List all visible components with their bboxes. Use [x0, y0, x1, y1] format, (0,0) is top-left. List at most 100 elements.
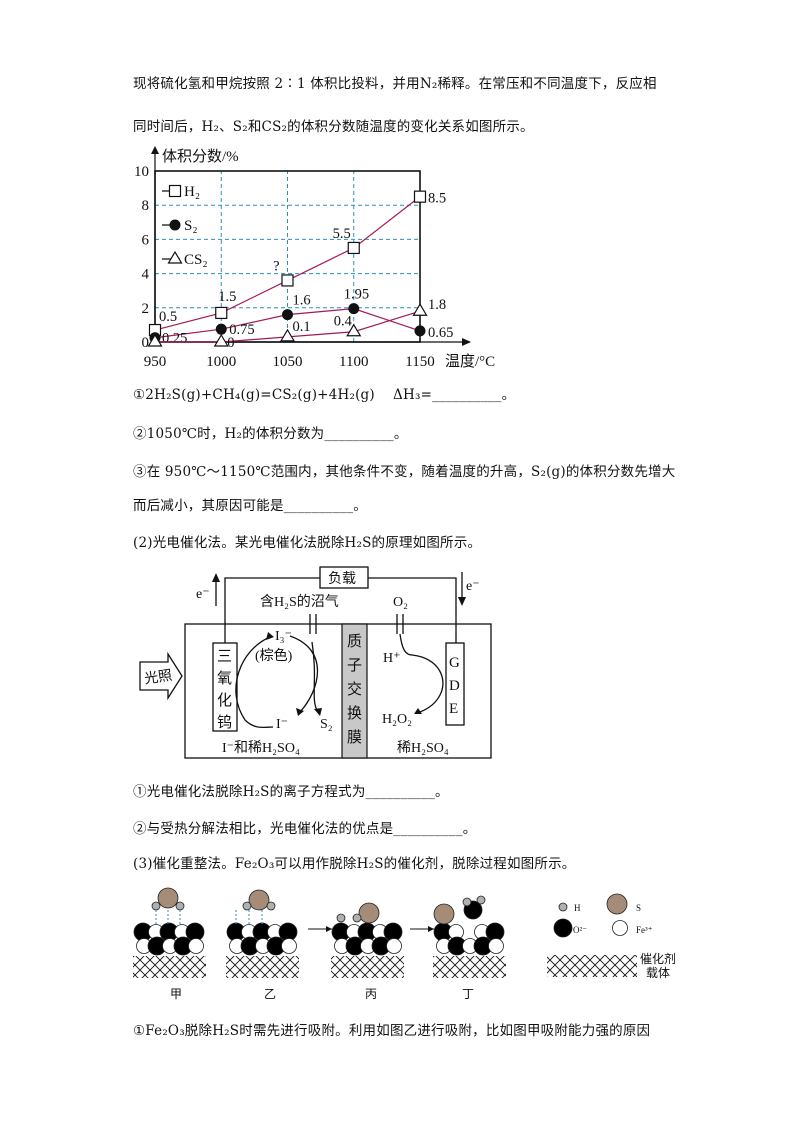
hydrogen-atom — [558, 902, 568, 912]
proton-exchange-membrane — [341, 623, 368, 759]
data-label: 0.1 — [293, 319, 311, 335]
arrow-head — [314, 708, 322, 716]
hydrogen-atom — [352, 913, 362, 923]
arrow-head — [212, 573, 220, 582]
y-axis-label: 体积分数/% — [162, 148, 239, 165]
hydrogen-atom — [151, 901, 161, 911]
legend-support-label-1: 催化剂 — [640, 951, 676, 966]
iron-ion-atom — [386, 938, 402, 954]
h2-marker — [215, 306, 228, 320]
cycle-arrow-down — [289, 635, 318, 713]
stage-label-ding: 丁 — [462, 987, 474, 1001]
x-tick-label: 1000 — [206, 354, 236, 370]
catalyst-support — [133, 956, 206, 978]
h2o2-label: H₂O₂ — [382, 712, 412, 727]
data-label: 1.8 — [428, 297, 446, 313]
legend-label: S₂ — [184, 218, 198, 234]
cs2-marker — [346, 323, 362, 337]
q1-c-line1: ③在 950℃～1150℃范围内，其他条件不变，随着温度的升高，S₂(g)的体积… — [133, 464, 676, 480]
legend-s-label: S — [636, 903, 641, 913]
electrode-char: 三 — [217, 649, 232, 665]
legend-h-label: H — [574, 903, 581, 913]
legend-label: H₂ — [184, 184, 200, 200]
h-plus-label: H⁺ — [383, 651, 401, 666]
data-label: 0.65 — [428, 325, 453, 341]
membrane-char: 子 — [347, 657, 362, 674]
s2-label: S₂ — [320, 717, 333, 732]
h2-marker — [168, 184, 182, 198]
y-tick-label: 10 — [134, 164, 149, 180]
legend-o-label: O²⁻ — [573, 925, 587, 935]
x-tick-label: 1150 — [405, 354, 434, 370]
h2-marker — [347, 241, 360, 255]
load-box — [319, 566, 369, 589]
s2-marker — [414, 325, 426, 337]
gde-electrode — [445, 642, 465, 726]
tungsten-trioxide-electrode — [212, 642, 238, 732]
s2-marker — [282, 309, 293, 321]
electron-right-label: e⁻ — [466, 579, 480, 594]
volume-fraction-chart: 体积分数/% 温度/°C 950 1000 1050 1100 11500246810 … — [134, 146, 495, 370]
arrow-head — [296, 708, 304, 716]
electrode-char: 化 — [217, 692, 232, 709]
sulfur-atom — [157, 887, 179, 909]
i3-color-label: (棕色) — [255, 647, 293, 664]
iron-ion-atom — [612, 920, 628, 936]
catalyst-diagram: 甲 乙 丙 丁 H S O²⁻ Fe³⁺ 催化剂 载体 — [133, 887, 676, 1001]
membrane-char: 质 — [347, 633, 362, 650]
data-label: 0.25 — [162, 331, 187, 347]
stage-label-bing: 丙 — [365, 987, 377, 1001]
stage-label-jia: 甲 — [170, 987, 182, 1001]
s2-marker — [348, 303, 360, 315]
cs2-marker — [167, 250, 183, 264]
q1-a: ①2H₂S(g)+CH₄(g)=CS₂(g)+4H₂(g) ΔH₃=______… — [133, 387, 516, 403]
cycle-arrow-bottom — [244, 719, 274, 729]
hydrogen-atom — [175, 901, 185, 911]
gde-char: G — [449, 655, 460, 671]
load-label: 负载 — [328, 571, 356, 587]
iron-ion-atom — [488, 938, 504, 954]
electrode-char: 钨 — [217, 714, 232, 731]
cs2-marker — [213, 333, 229, 347]
cs2-marker — [412, 303, 428, 316]
y-tick-label: 6 — [142, 232, 150, 248]
sulfur-atom — [248, 889, 270, 911]
data-label: 0.4 — [334, 314, 353, 330]
x-axis-arrow — [462, 338, 471, 346]
data-label: ? — [273, 258, 279, 274]
data-label: 0.75 — [229, 322, 254, 338]
q3-title: (3)催化重整法。Fe₂O₃可以用作脱除H₂S的催化剂，脱除过程如图所示。 — [133, 856, 576, 872]
wire-left — [224, 577, 320, 643]
q3-a: ①Fe₂O₃脱除H₂S时需先进行吸附。利用如图乙进行吸附，比如图甲吸附能力强的原… — [133, 1023, 651, 1039]
y-tick-label: 4 — [142, 267, 150, 283]
sulfur-atom — [358, 902, 380, 924]
light-label: 光照 — [143, 668, 173, 688]
y-tick-label: 0 — [142, 335, 150, 351]
i-minus-label: I⁻ — [276, 717, 288, 732]
arrow-head — [458, 597, 466, 606]
wire-right — [368, 577, 457, 643]
right-solution-label: 稀H₂SO₄ — [397, 740, 449, 756]
legend-fe-label: Fe³⁺ — [636, 925, 653, 935]
catalyst-support — [433, 956, 506, 978]
cycle-arrow-up — [235, 636, 271, 721]
h2-marker — [281, 274, 294, 287]
hydrogen-atom — [242, 901, 252, 911]
iron-ion-atom — [188, 938, 204, 954]
stage-label-yi: 乙 — [264, 987, 276, 1001]
x-tick-label: 950 — [144, 354, 167, 370]
intro-line-2: 同时间后，H₂、S₂和CS₂的体积分数随温度的变化关系如图所示。 — [133, 119, 534, 135]
sulfur-atom — [606, 893, 628, 915]
y-tick-label: 8 — [142, 198, 150, 214]
membrane-char: 膜 — [347, 729, 362, 746]
process-arrow-head — [428, 926, 434, 932]
iron-ion-atom — [281, 938, 297, 954]
membrane-char: 交 — [347, 680, 362, 698]
data-label: 0.5 — [159, 309, 177, 325]
gas-inlet-label: 含H₂S的沼气 — [260, 594, 339, 610]
arrow-head — [266, 632, 274, 640]
catalyst-support — [331, 956, 404, 978]
gde-char: D — [449, 678, 460, 694]
q2-a: ①光电催化法脱除H₂S的离子方程式为__________。 — [133, 784, 449, 800]
y-axis-arrow — [151, 146, 159, 154]
